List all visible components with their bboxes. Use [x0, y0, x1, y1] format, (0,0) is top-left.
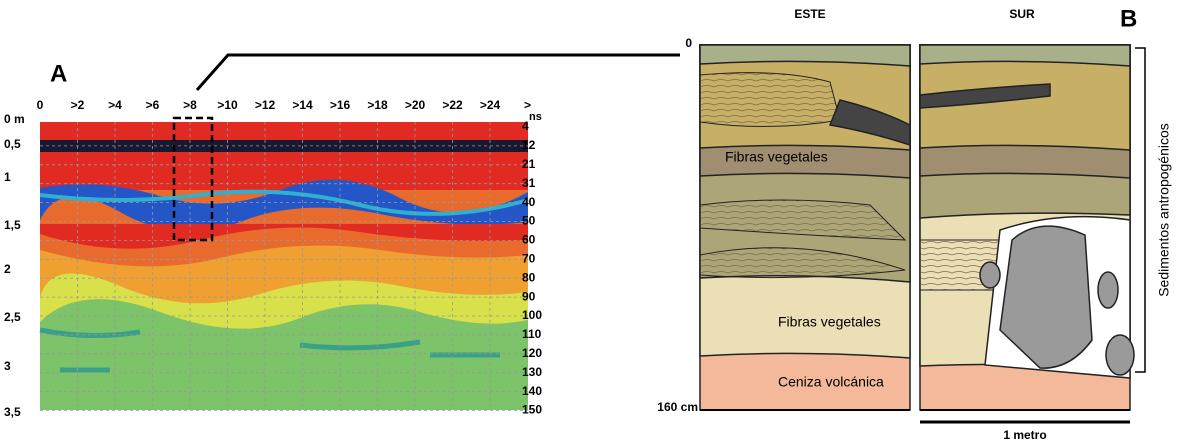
x-label: 0 — [37, 98, 44, 112]
time-label: 12 — [522, 138, 536, 152]
x-label: >16 — [330, 98, 351, 112]
bracket-label: Sedimentos antropogénicos — [1156, 123, 1172, 297]
time-label: 50 — [522, 214, 536, 228]
time-label: 70 — [522, 251, 536, 265]
time-label: 40 — [522, 195, 536, 209]
depth-label: 2,5 — [4, 310, 21, 324]
depth-label: 0 — [685, 36, 692, 50]
x-label: >22 — [442, 98, 463, 112]
depth-label: 1 — [4, 170, 11, 184]
x-label: >8 — [183, 98, 197, 112]
scale-label: 1 metro — [1003, 428, 1046, 442]
time-label: 150 — [522, 403, 542, 417]
depth-label: 3 — [4, 359, 11, 373]
depth-label: 160 cm — [657, 400, 698, 414]
time-label: 21 — [522, 157, 536, 171]
x-label: >6 — [146, 98, 160, 112]
radargram — [40, 55, 680, 411]
depth-label: 2 — [4, 262, 11, 276]
depth-label: 1,5 — [4, 218, 21, 232]
time-unit: ns — [529, 111, 542, 123]
time-label: 140 — [522, 384, 542, 398]
time-label: 4 — [522, 119, 529, 133]
figure: A ns B ESTE SUR 0 160 cm Fibras vegetale… — [0, 0, 1182, 445]
time-label: 100 — [522, 308, 542, 322]
depth-label: 0,5 — [4, 137, 21, 151]
time-label: 130 — [522, 365, 542, 379]
x-label: >12 — [255, 98, 276, 112]
x-label: >2 — [71, 98, 85, 112]
depth-label: 3,5 — [4, 405, 21, 419]
time-label: 31 — [522, 176, 536, 190]
x-label: >10 — [217, 98, 238, 112]
annotation: Ceniza volcánica — [778, 374, 884, 390]
time-label: 80 — [522, 270, 536, 284]
time-label: 60 — [522, 233, 536, 247]
panel-letter: B — [1120, 5, 1137, 32]
panel-letter: A — [50, 60, 67, 87]
stratigraphy — [700, 45, 1134, 410]
time-label: 90 — [522, 289, 536, 303]
time-label: 120 — [522, 346, 542, 360]
x-label: >14 — [292, 98, 313, 112]
depth-label: 0 m — [4, 112, 25, 126]
column-title: SUR — [1009, 7, 1035, 21]
x-label: > — [524, 98, 531, 112]
x-label: >24 — [480, 98, 501, 112]
x-label: >20 — [405, 98, 426, 112]
x-label: >18 — [367, 98, 388, 112]
column-title: ESTE — [794, 7, 825, 21]
annotation: Fibras vegetales — [778, 314, 881, 330]
x-label: >4 — [108, 98, 122, 112]
time-label: 110 — [522, 327, 542, 341]
annotation: Fibras vegetales — [725, 149, 828, 165]
